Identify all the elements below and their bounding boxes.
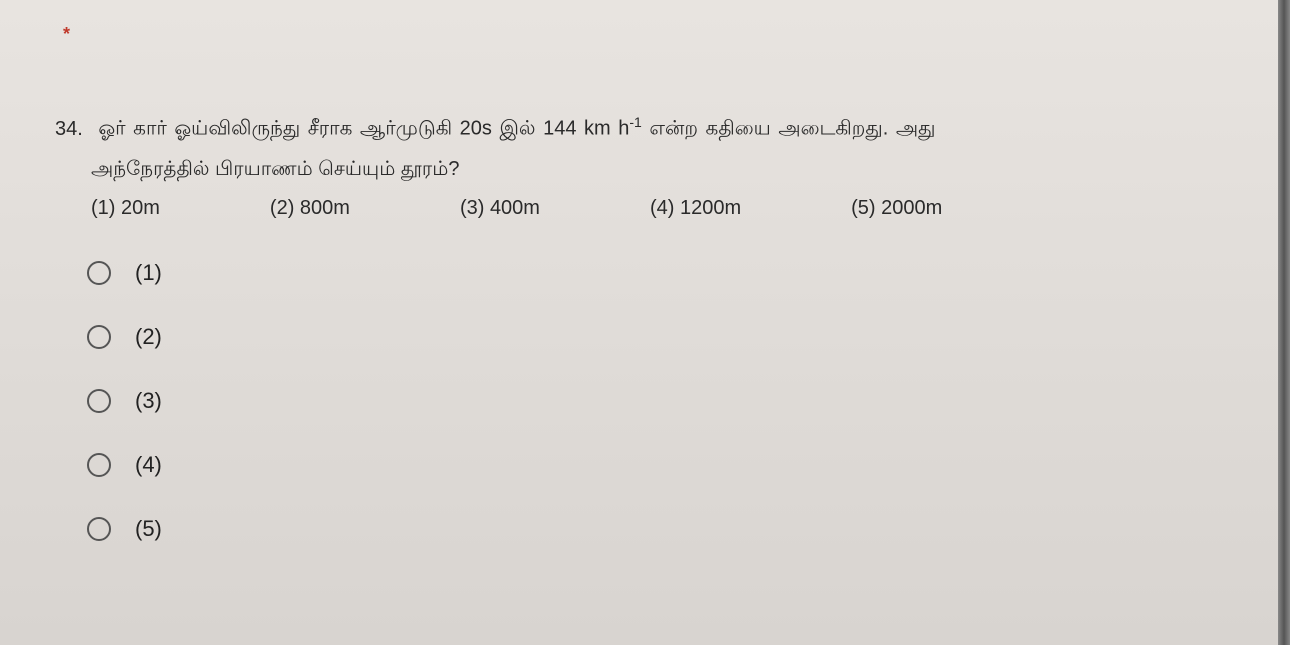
radio-circle-icon — [87, 389, 111, 413]
radio-options-group: (1) (2) (3) (4) (5) — [55, 260, 1235, 542]
inline-answers-row: (1) 20m (2) 800m (3) 400m (4) 1200m (5) … — [55, 197, 1235, 220]
inline-answer-3: (3) 400m — [460, 197, 540, 220]
radio-option-1[interactable]: (1) — [87, 260, 1235, 286]
required-asterisk: * — [63, 24, 70, 45]
radio-option-2[interactable]: (2) — [87, 324, 1235, 350]
radio-circle-icon — [87, 325, 111, 349]
radio-circle-icon — [87, 261, 111, 285]
inline-answer-2: (2) 800m — [270, 197, 350, 220]
question-container: 34. ஓர் கார் ஓய்விலிருந்து சீராக ஆர்முடு… — [0, 0, 1290, 600]
question-line-2: அந்நேரத்தில் பிரயாணம் செய்யும் தூரம்? — [55, 151, 1235, 187]
radio-circle-icon — [87, 453, 111, 477]
radio-label-2: (2) — [135, 324, 162, 350]
radio-label-5: (5) — [135, 516, 162, 542]
inline-answer-5: (5) 2000m — [851, 197, 942, 220]
radio-label-4: (4) — [135, 452, 162, 478]
inline-answer-1: (1) 20m — [91, 197, 160, 220]
radio-label-1: (1) — [135, 260, 162, 286]
radio-option-3[interactable]: (3) — [87, 388, 1235, 414]
page-edge-shadow — [1278, 0, 1290, 645]
question-text-part2: என்ற கதியை அடைகிறது. அது — [642, 118, 936, 140]
radio-label-3: (3) — [135, 388, 162, 414]
radio-option-4[interactable]: (4) — [87, 452, 1235, 478]
radio-circle-icon — [87, 517, 111, 541]
question-text-part1: ஓர் கார் ஓய்விலிருந்து சீராக ஆர்முடுகி 2… — [98, 118, 629, 140]
question-number: 34. — [55, 118, 83, 140]
inline-answer-4: (4) 1200m — [650, 197, 741, 220]
radio-option-5[interactable]: (5) — [87, 516, 1235, 542]
exponent: -1 — [629, 114, 641, 130]
question-line-1: 34. ஓர் கார் ஓய்விலிருந்து சீராக ஆர்முடு… — [55, 110, 1235, 147]
